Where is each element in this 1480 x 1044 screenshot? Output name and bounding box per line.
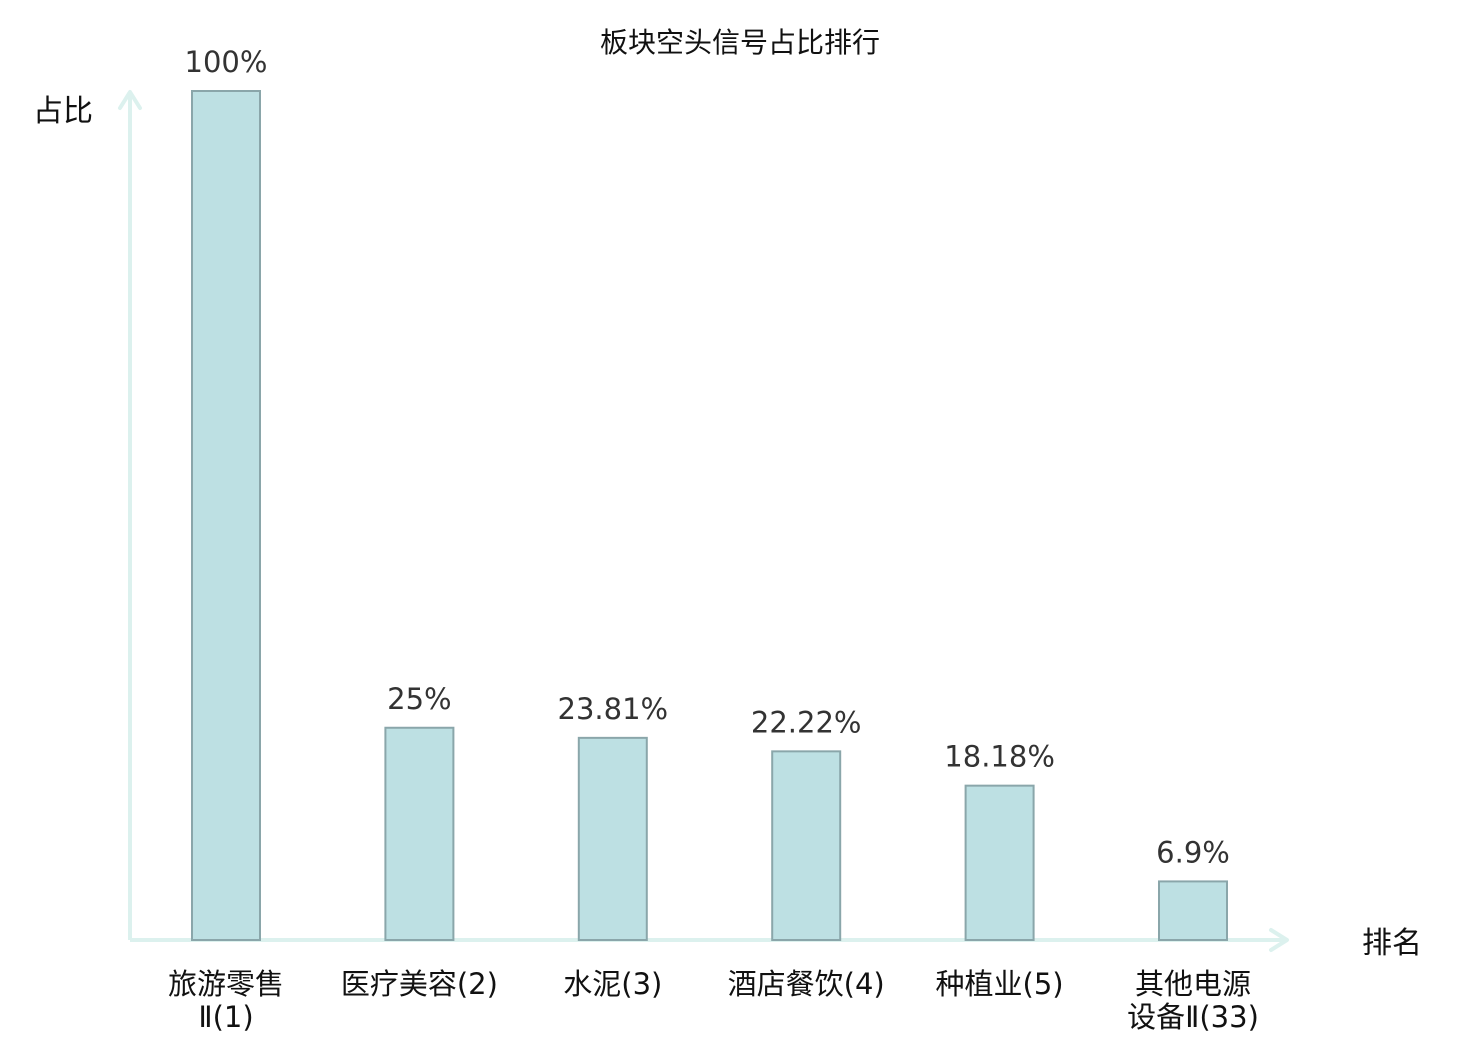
bars <box>191 90 1228 942</box>
x-tick-label-5: 种植业(5) <box>936 967 1064 1001</box>
value-labels: 100% 25% 23.81% 22.22% 18.18% 6.9% <box>185 45 1230 869</box>
bar-5 <box>964 784 1035 941</box>
value-label-4: 22.22% <box>751 705 862 739</box>
value-label-2: 25% <box>387 682 451 716</box>
bar-4 <box>771 750 842 941</box>
x-tick-label-3: 水泥(3) <box>563 967 662 1001</box>
x-tick-label-1-line-1: 旅游零售 <box>168 967 284 1001</box>
x-tick-label-4-line-1: 酒店餐饮(4) <box>728 967 885 1001</box>
bar-6 <box>1158 880 1228 942</box>
bar-3 <box>577 736 648 941</box>
x-tick-label-2-line-1: 医疗美容(2) <box>341 967 498 1001</box>
x-axis-arrow <box>1269 928 1289 952</box>
bar-1 <box>191 90 261 941</box>
x-tick-label-4: 酒店餐饮(4) <box>728 967 885 1001</box>
y-axis: 占比 <box>33 90 142 940</box>
x-tick-label-2: 医疗美容(2) <box>341 967 498 1001</box>
value-label-1: 100% <box>185 45 268 79</box>
value-label-3: 23.81% <box>558 692 669 726</box>
x-tick-label-3-line-1: 水泥(3) <box>563 967 662 1001</box>
x-tick-labels: 旅游零售 Ⅱ(1) 医疗美容(2) 水泥(3) 酒店餐饮(4) 种植业(5) 其他电源设备Ⅱ… <box>168 967 1259 1034</box>
y-axis-label: 占比 <box>33 94 93 129</box>
chart-title: 板块空头信号占比排行 <box>600 26 880 59</box>
x-axis-label: 排名 <box>1362 926 1422 961</box>
x-tick-label-6-line-1: 其他电源 <box>1135 967 1251 1001</box>
x-tick-label-1: 旅游零售 Ⅱ(1) <box>168 967 284 1034</box>
value-label-5: 18.18% <box>944 740 1055 774</box>
value-label-6: 6.9% <box>1156 835 1230 869</box>
x-tick-label-1-line-2: Ⅱ(1) <box>198 1000 253 1034</box>
x-tick-label-6-line-2: 设备Ⅱ(33) <box>1127 1000 1259 1034</box>
x-tick-label-6: 其他电源设备Ⅱ(33) <box>1127 967 1259 1034</box>
x-axis: 排名 <box>130 926 1422 961</box>
bar-2 <box>384 726 455 941</box>
y-axis-arrow <box>118 90 142 110</box>
x-tick-label-5-line-1: 种植业(5) <box>936 967 1064 1001</box>
